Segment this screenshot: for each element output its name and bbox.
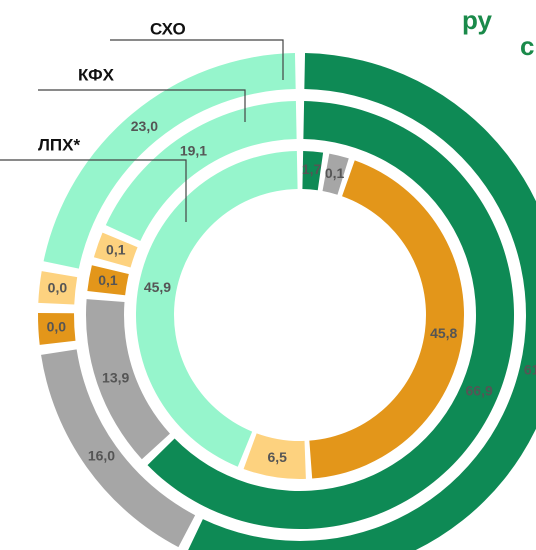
value-label: 16,0 [88, 448, 115, 464]
value-label: 45,8 [430, 325, 457, 341]
value-label: 61,0 [524, 362, 536, 378]
value-label: 0,0 [47, 319, 67, 335]
value-label: 6,5 [268, 449, 288, 465]
ring-segment [86, 299, 170, 460]
value-label: 13,9 [102, 369, 129, 385]
title-fragment: ру [462, 5, 493, 35]
ring-segment [38, 312, 76, 345]
ring-segment [87, 265, 129, 296]
value-label: 0,0 [48, 280, 68, 296]
value-label: 19,1 [180, 142, 207, 158]
leader-line [38, 89, 246, 122]
value-label: 45,9 [144, 279, 171, 295]
title-fragment: с [520, 31, 534, 61]
ring-segment [43, 53, 296, 269]
value-label: 66,9 [466, 383, 493, 399]
ring-segment [136, 151, 298, 467]
value-label: 1,7 [302, 161, 322, 177]
ring-segment [322, 153, 349, 195]
ring-segment [38, 271, 78, 305]
value-label: 0,1 [325, 165, 345, 181]
ring-segment [147, 101, 514, 530]
ring-segment [93, 232, 138, 268]
ring-segment [309, 160, 464, 479]
ring-label: СХО [150, 19, 186, 38]
ring-segment [105, 101, 297, 242]
value-label: 23,0 [131, 118, 158, 134]
ring-segment [41, 349, 196, 548]
value-label: 0,1 [98, 272, 118, 288]
ring-segment [243, 433, 306, 479]
ring-label: ЛПХ* [38, 135, 80, 154]
ring-segment [302, 151, 324, 191]
leader-line [110, 39, 284, 80]
value-label: 0,1 [106, 242, 126, 258]
leader-line [0, 159, 187, 222]
ring-label: КФХ [78, 65, 115, 84]
